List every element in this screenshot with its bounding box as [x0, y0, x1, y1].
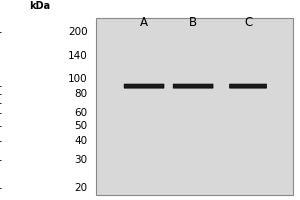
Text: 80: 80 — [74, 89, 88, 99]
Text: 40: 40 — [74, 136, 88, 146]
Text: 30: 30 — [74, 155, 88, 165]
FancyBboxPatch shape — [124, 84, 164, 88]
Text: 100: 100 — [68, 74, 88, 84]
FancyBboxPatch shape — [97, 18, 293, 195]
FancyBboxPatch shape — [230, 84, 266, 88]
Text: kDa: kDa — [29, 1, 51, 11]
Text: C: C — [244, 16, 252, 29]
Text: 200: 200 — [68, 27, 88, 37]
FancyBboxPatch shape — [173, 84, 213, 88]
Text: 20: 20 — [74, 183, 88, 193]
Text: 50: 50 — [74, 121, 88, 131]
Text: 60: 60 — [74, 108, 88, 118]
Text: 140: 140 — [68, 51, 88, 61]
Text: A: A — [140, 16, 148, 29]
Text: B: B — [189, 16, 197, 29]
